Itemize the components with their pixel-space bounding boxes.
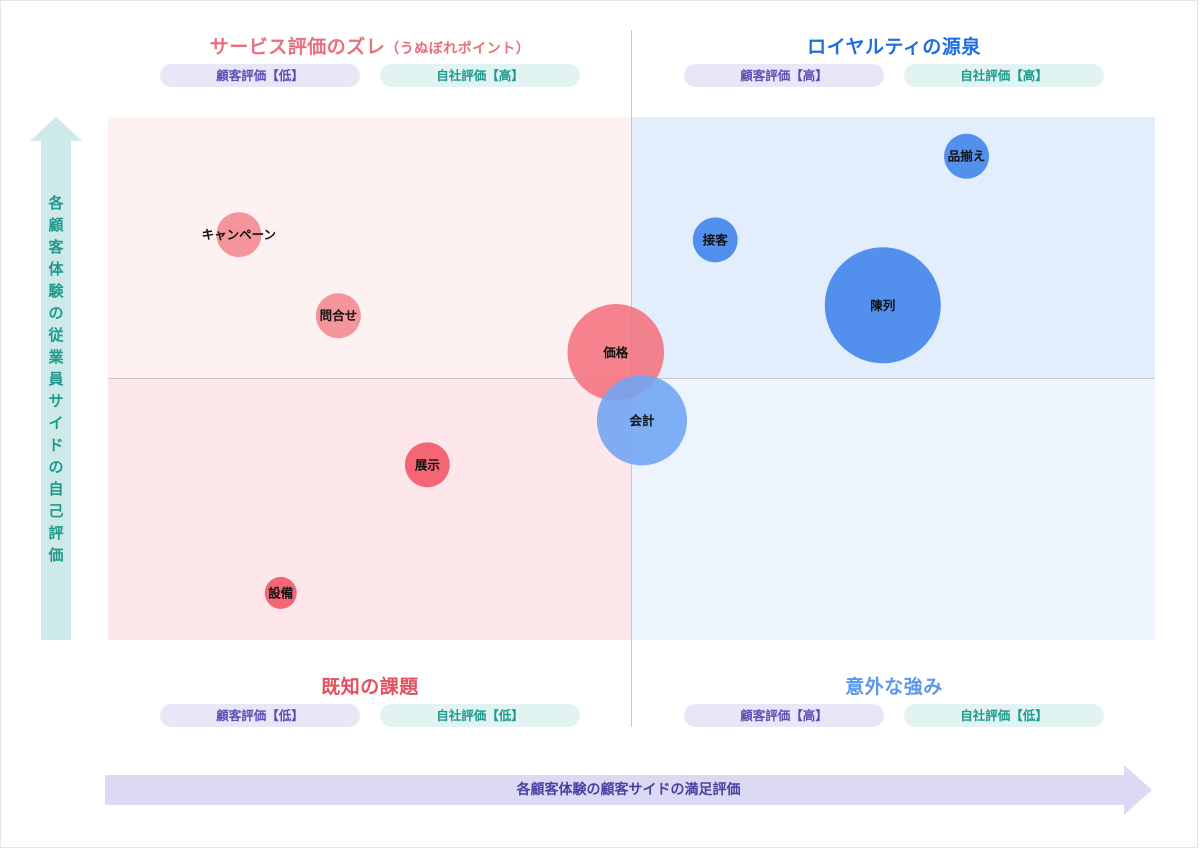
bubble-3 [216, 212, 262, 258]
self-eval-pill-top-right: 自社評価【高】 [904, 64, 1104, 87]
bubble-6 [596, 375, 688, 466]
bubble-label-6: 会計 [629, 413, 655, 428]
bubble-2 [824, 247, 941, 364]
quadrant-subtitle: （うぬぼれポイント） [385, 41, 531, 57]
customer-eval-pill-bottom-left: 顧客評価【低】 [160, 704, 360, 727]
bubble-label-1: 接客 [703, 232, 729, 247]
bubble-4 [315, 293, 361, 339]
bubble-1 [692, 217, 738, 263]
bubble-label-3: キャンペーン [202, 227, 276, 242]
y-axis-arrow-head [30, 117, 82, 141]
customer-eval-pill-bottom-right: 顧客評価【高】 [684, 704, 884, 727]
quadrant-title-bottom-right: 意外な強み [845, 676, 943, 698]
customer-eval-pill-top-left: 顧客評価【低】 [160, 64, 360, 87]
bubble-label-7: 展示 [415, 457, 441, 472]
bubble-0 [944, 133, 990, 179]
quadrant-title-top-right: ロイヤルティの源泉 [807, 36, 981, 58]
bubble-label-4: 問合せ [320, 308, 358, 323]
self-eval-pill-top-left: 自社評価【高】 [380, 64, 580, 87]
x-axis-arrow-head [1124, 765, 1152, 815]
y-axis-arrow [41, 140, 71, 640]
self-eval-pill-bottom-right: 自社評価【低】 [904, 704, 1104, 727]
bubble-label-2: 陳列 [870, 298, 895, 313]
bubble-7 [404, 442, 450, 488]
quadrant-bg-top-left [108, 117, 631, 378]
bubble-8 [264, 576, 297, 609]
quadrant-title-top-left: サービス評価のズレ（うぬぼれポイント） [160, 32, 580, 59]
bubble-label-0: 品揃え [948, 149, 986, 164]
self-eval-pill-bottom-left: 自社評価【低】 [380, 704, 580, 727]
x-axis-label: 各顧客体験の顧客サイドの満足評価 [516, 782, 741, 798]
x-axis-arrow [105, 775, 1125, 805]
quadrant-title-text: サービス評価のズレ [209, 36, 386, 58]
quadrant-title-bottom-left: 既知の課題 [321, 676, 419, 698]
bubble-label-5: 価格 [602, 345, 629, 360]
bubble-label-8: 設備 [268, 585, 294, 600]
customer-eval-pill-top-right: 顧客評価【高】 [684, 64, 884, 87]
y-axis-label: 各顧客体験の従業員サイドの自己評価 [48, 194, 64, 564]
quadrant-bg-bottom-left [108, 379, 631, 640]
quadrant-bg-bottom-right [632, 379, 1155, 640]
